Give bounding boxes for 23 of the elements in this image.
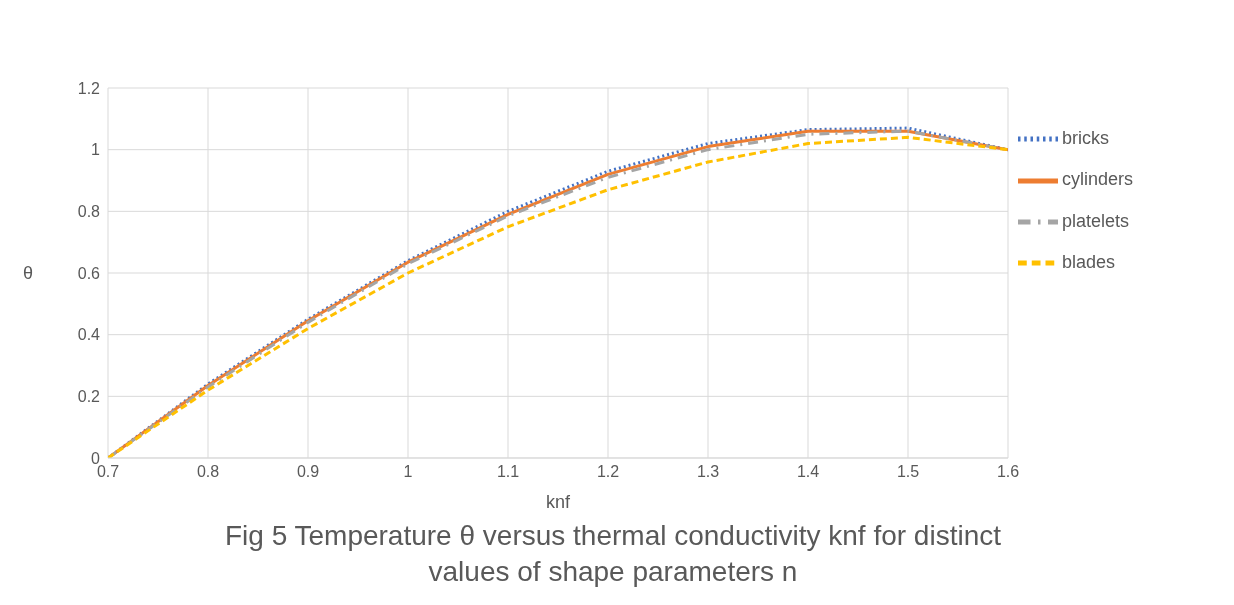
x-tick-label: 1.1 [496,463,520,481]
y-tick-label: 0.8 [77,203,101,221]
y-axis-title: θ [23,263,34,284]
x-axis-title: knf [545,492,571,512]
y-tick-label: 0.2 [77,388,101,406]
x-tick-label: 1.3 [696,463,720,481]
y-tick-label: 0.4 [77,326,101,344]
y-tick-label: 1 [91,141,101,159]
y-tick-label: 0.6 [77,264,101,282]
legend-label: cylinders [1062,169,1134,190]
x-tick-label: 1.4 [796,463,820,481]
legend-label: bricks [1062,128,1110,148]
legend-label: blades [1062,251,1116,272]
x-tick-label: 0.8 [196,463,220,481]
x-tick-label: 1.6 [996,463,1020,481]
x-tick-label: 1.5 [896,463,920,481]
x-tick-label: 1 [403,463,413,481]
x-tick-label: 0.7 [96,463,120,481]
legend-label: platelets [1062,210,1130,231]
x-tick-label: 0.9 [296,463,320,481]
text: Fig 5 Temperature θ versus thermal conductivity knf for distinct values of shape parameters n [224,519,1002,589]
y-tick-label: 1.2 [77,79,101,97]
x-tick-label: 1.2 [596,463,620,481]
